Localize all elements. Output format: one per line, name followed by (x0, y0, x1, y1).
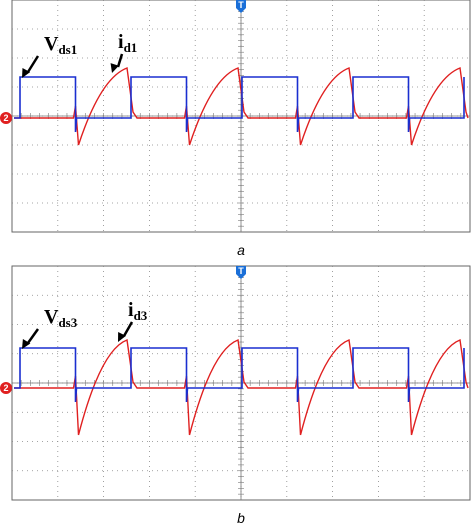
arrow-head (22, 68, 31, 78)
drain-current-trace (14, 339, 469, 436)
label-subscript: d1 (124, 40, 138, 55)
label-arrow (122, 321, 134, 337)
label-subscript: d3 (134, 308, 148, 323)
drain-voltage-trace (14, 347, 465, 403)
trigger-marker (236, 0, 246, 13)
label-subscript: ds3 (58, 315, 77, 330)
trigger-marker-label: T (238, 0, 244, 10)
channel-marker (0, 112, 12, 124)
trigger-marker-label: T (238, 266, 244, 276)
label-main: i (128, 299, 134, 321)
waveform-label: Vds1 (44, 33, 77, 57)
panel-caption: b (237, 510, 245, 524)
label-arrow (26, 55, 40, 73)
label-subscript: ds1 (58, 42, 77, 57)
arrow-head (110, 63, 119, 73)
arrow-head (118, 332, 126, 342)
label-arrow (26, 328, 40, 344)
arrow-head (22, 339, 31, 349)
label-main: V (44, 33, 59, 55)
drain-current-trace (14, 67, 469, 146)
label-arrow (116, 53, 124, 68)
channel-marker-label: 2 (3, 383, 8, 393)
trigger-marker (236, 266, 246, 279)
waveform-label: Vds3 (44, 306, 78, 330)
panel-caption: a (237, 242, 245, 258)
label-main: V (44, 306, 59, 328)
waveform-label: id3 (128, 299, 148, 323)
label-main: i (118, 31, 124, 53)
waveform-label: id1 (118, 31, 137, 55)
drain-voltage-trace (14, 76, 465, 133)
channel-marker (0, 382, 12, 394)
channel-marker-label: 2 (3, 113, 8, 123)
